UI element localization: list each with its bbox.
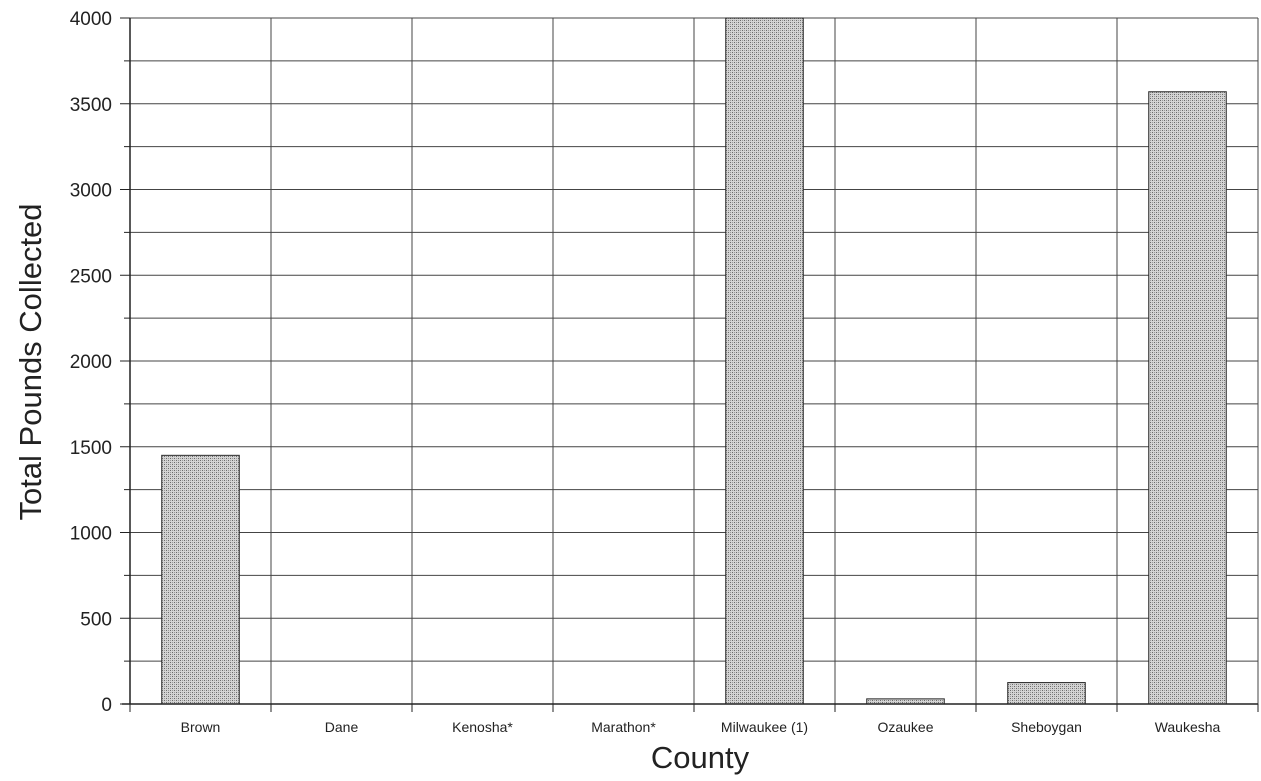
bar-waukesha bbox=[1148, 91, 1227, 705]
x-tick-label: Marathon* bbox=[591, 719, 656, 735]
bar-ozaukee bbox=[866, 698, 945, 705]
x-tick-label: Ozaukee bbox=[877, 719, 933, 735]
y-axis-title: Total Pounds Collected bbox=[13, 203, 48, 520]
y-tick-label: 2500 bbox=[70, 266, 112, 287]
x-tick-label: Waukesha bbox=[1155, 719, 1221, 735]
y-tick-label: 1500 bbox=[70, 438, 112, 459]
x-tick-label: Kenosha* bbox=[452, 719, 513, 735]
bar-brown bbox=[161, 454, 240, 705]
grid bbox=[130, 17, 1259, 704]
bar-sheboygan bbox=[1007, 682, 1086, 705]
x-tick-label: Milwaukee (1) bbox=[721, 719, 808, 735]
bars bbox=[161, 17, 1227, 705]
x-axis-title: County bbox=[651, 740, 750, 775]
x-tick-label: Dane bbox=[325, 719, 359, 735]
y-tick-label: 3000 bbox=[70, 181, 112, 202]
y-tick-label: 1000 bbox=[70, 524, 112, 545]
axes bbox=[120, 17, 1259, 712]
y-tick-labels: 0 500 1000 1500 2000 2500 3000 3500 4000 bbox=[70, 9, 112, 716]
y-tick-label: 4000 bbox=[70, 9, 112, 30]
y-tick-label: 2000 bbox=[70, 352, 112, 373]
x-tick-labels: Brown Dane Kenosha* Marathon* Milwaukee (1) O… bbox=[181, 719, 1221, 735]
x-tick-label: Brown bbox=[181, 719, 221, 735]
y-tick-label: 0 bbox=[101, 695, 112, 716]
x-tick-label: Sheboygan bbox=[1011, 719, 1082, 735]
bar-milwaukee-1 bbox=[725, 17, 804, 705]
y-tick-label: 500 bbox=[80, 609, 112, 630]
y-tick-label: 3500 bbox=[70, 95, 112, 116]
